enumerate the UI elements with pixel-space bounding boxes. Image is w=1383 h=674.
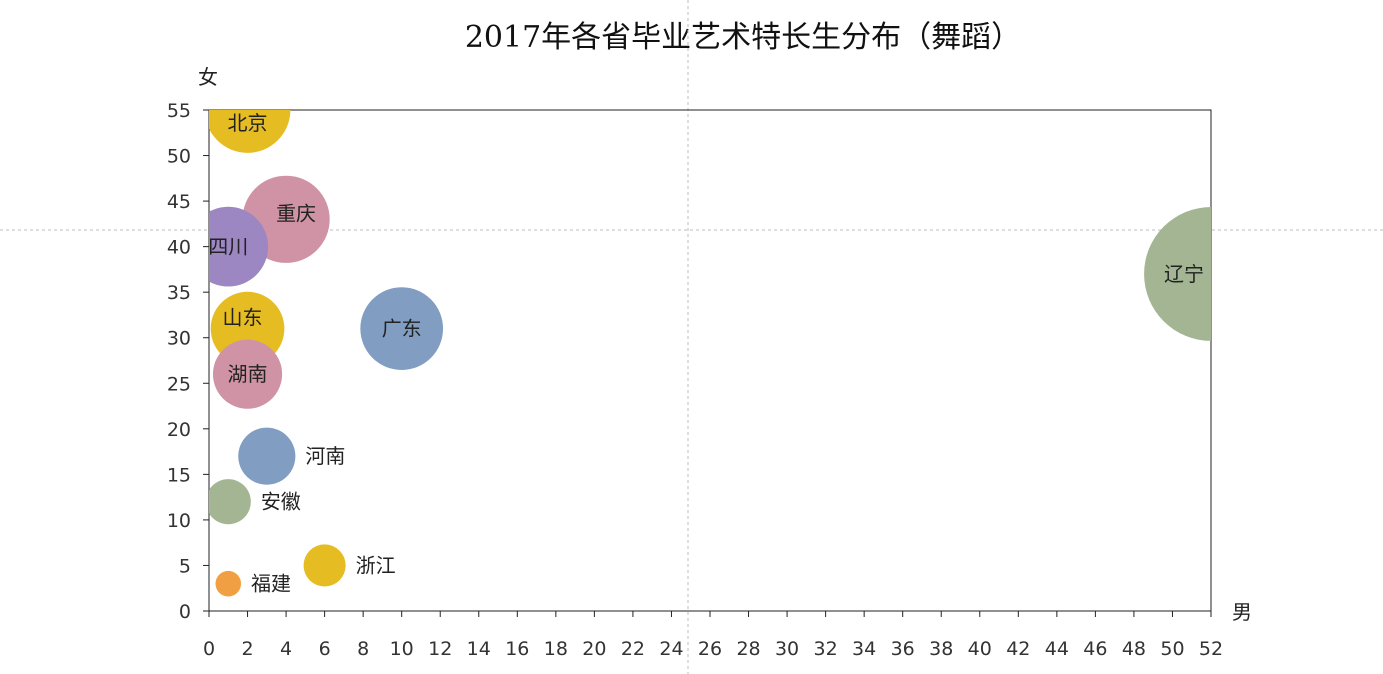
x-tick-label: 40 [968,638,992,660]
x-tick-label: 18 [544,638,568,660]
x-tick-label: 44 [1045,638,1069,660]
chart-title: 2017年各省毕业艺术特长生分布（舞蹈） [464,20,1022,55]
bubble-label: 重庆 [276,201,316,225]
y-tick-label: 50 [167,146,191,168]
bubble-label: 山东 [223,306,263,330]
x-tick-label: 42 [1006,638,1030,660]
bubble-label: 广东 [382,317,422,341]
bubble-marker [238,427,296,485]
x-tick-label: 14 [467,638,491,660]
y-tick-label: 5 [179,555,191,577]
y-tick-label: 30 [167,328,191,350]
x-tick-label: 0 [203,638,215,660]
bubble-marker [209,110,291,153]
x-tick-label: 22 [621,638,645,660]
x-tick-label: 16 [505,638,529,660]
y-tick-label: 0 [179,601,191,623]
x-tick-label: 34 [852,638,876,660]
bubble-label: 湖南 [228,362,268,386]
plot-area [208,109,1212,612]
bubble-label: 北京 [228,111,268,135]
y-tick-label: 55 [167,100,191,122]
x-tick-label: 52 [1199,638,1223,660]
y-tick-label: 25 [167,373,191,395]
bubble-label: 安徽 [261,490,301,514]
bubble-label: 浙江 [356,553,396,577]
x-tick-label: 8 [357,638,369,660]
x-tick-label: 50 [1160,638,1184,660]
x-tick-label: 26 [698,638,722,660]
bubble-markers [209,110,1211,597]
y-tick-label: 40 [167,237,191,259]
x-tick-label: 46 [1083,638,1107,660]
bubble-label: 四川 [208,235,248,259]
x-tick-label: 6 [319,638,331,660]
x-tick-label: 4 [280,638,292,660]
bubble-label: 河南 [305,444,345,468]
x-tick-label: 10 [390,638,414,660]
x-tick-label: 30 [775,638,799,660]
y-tick-label: 20 [167,419,191,441]
bubble-marker [212,339,283,409]
bubble-marker [303,544,346,587]
y-tick-label: 10 [167,510,191,532]
x-tick-label: 48 [1122,638,1146,660]
bubble-marker [209,479,251,525]
axes: 0 2 4 6 8 10 12 14 16 18 20 22 24 26 28 30 32 34 36 38 40 42 4… [167,100,1223,660]
x-tick-label: 2 [241,638,253,660]
x-tick-label: 32 [814,638,838,660]
x-tick-label: 38 [929,638,953,660]
x-tick-label: 20 [582,638,606,660]
x-tick-label: 36 [891,638,915,660]
bubble-label: 辽宁 [1164,262,1204,286]
y-tick-label: 45 [167,191,191,213]
x-tick-label: 28 [736,638,760,660]
bubble-marker [215,570,242,597]
y-axis-label: 女 [198,65,218,89]
bubble-marker [360,287,444,370]
x-tick-label: 12 [428,638,452,660]
x-axis-label: 男 [1232,600,1252,624]
bubble-marker [209,206,269,287]
y-tick-label: 35 [167,282,191,304]
bubble-label: 福建 [251,572,291,596]
y-tick-label: 15 [167,464,191,486]
x-tick-label: 24 [659,638,683,660]
bubble-marker [1144,207,1211,341]
